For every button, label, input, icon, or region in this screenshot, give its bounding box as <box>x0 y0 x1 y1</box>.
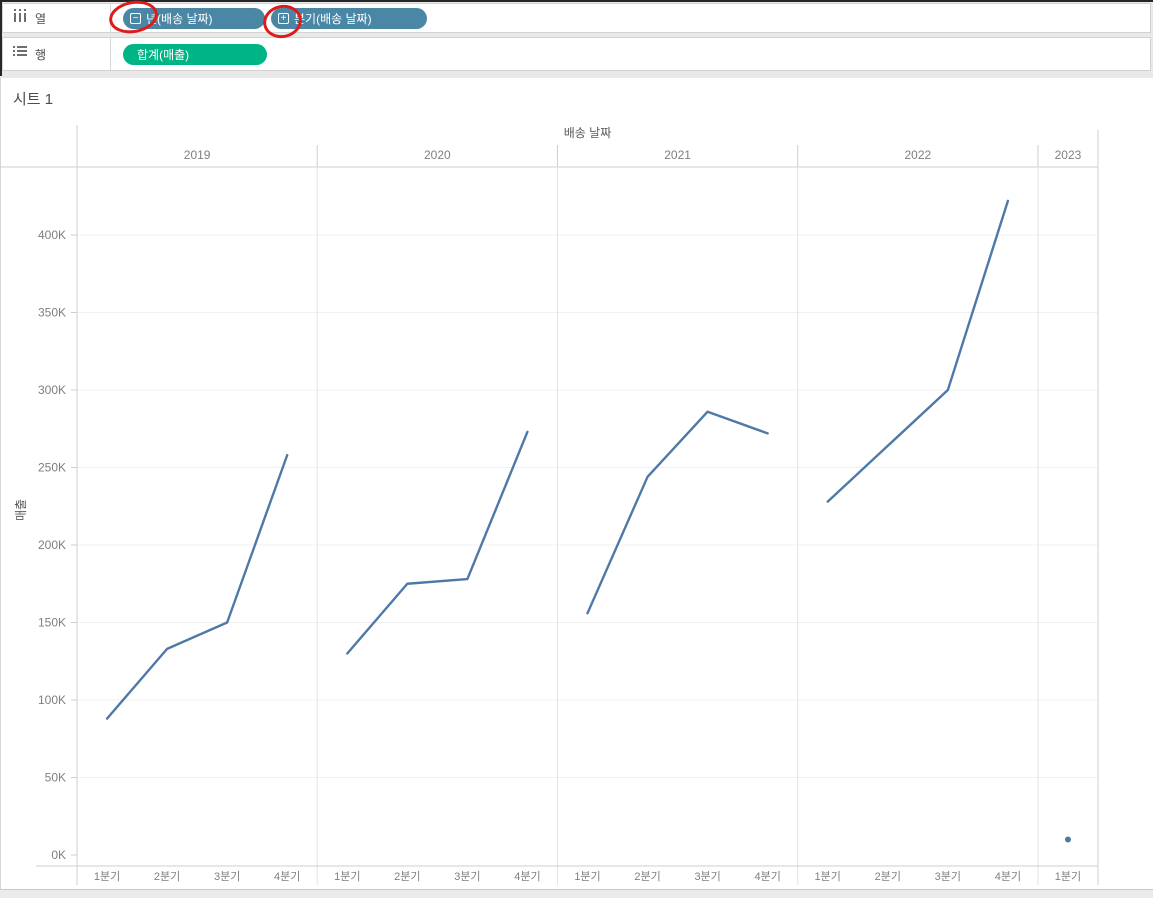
rows-pill-zone: 합계(매출) <box>111 43 267 65</box>
svg-text:150K: 150K <box>38 616 66 630</box>
svg-text:3분기: 3분기 <box>694 870 720 883</box>
svg-text:1분기: 1분기 <box>334 870 360 883</box>
svg-text:50K: 50K <box>45 771 66 785</box>
pill-quarter-ship-date[interactable]: + 분기(배송 날짜) <box>271 7 427 29</box>
pill-quarter-label: 분기(배송 날짜) <box>294 11 372 26</box>
svg-text:400K: 400K <box>38 228 66 242</box>
columns-shelf-label-cell: 열 <box>3 4 111 32</box>
svg-text:2분기: 2분기 <box>634 870 660 883</box>
svg-text:2020: 2020 <box>424 148 451 162</box>
rows-shelf-label: 행 <box>35 47 47 62</box>
expand-plus-icon[interactable]: + <box>278 12 289 24</box>
svg-text:2분기: 2분기 <box>154 870 180 883</box>
svg-text:3분기: 3분기 <box>935 870 961 883</box>
window-left-edge <box>0 0 2 76</box>
collapse-minus-icon[interactable]: − <box>130 12 141 24</box>
columns-icon <box>13 9 27 27</box>
window-top-edge <box>0 0 1153 2</box>
sheet-title: 시트 1 <box>13 91 54 108</box>
pill-sum-sales[interactable]: 합계(매출) <box>123 43 267 65</box>
pill-year-label: 년(배송 날짜) <box>146 11 213 26</box>
svg-text:2분기: 2분기 <box>875 870 901 883</box>
rows-shelf: 행 합계(매출) <box>2 37 1151 71</box>
svg-text:2023: 2023 <box>1055 148 1082 162</box>
svg-text:2019: 2019 <box>184 148 211 162</box>
svg-text:4분기: 4분기 <box>995 870 1021 883</box>
worksheet-area <box>0 78 1153 889</box>
svg-text:4분기: 4분기 <box>754 870 780 883</box>
columns-shelf: 열 − 년(배송 날짜) + 분기(배송 날짜) <box>2 3 1151 33</box>
svg-text:배송 날짜: 배송 날짜 <box>564 126 612 140</box>
svg-text:200K: 200K <box>38 538 66 552</box>
svg-text:300K: 300K <box>38 383 66 397</box>
rows-icon <box>13 45 27 63</box>
svg-text:250K: 250K <box>38 461 66 475</box>
svg-text:100K: 100K <box>38 693 66 707</box>
svg-text:4분기: 4분기 <box>514 870 540 883</box>
svg-text:2021: 2021 <box>664 148 691 162</box>
svg-text:1분기: 1분기 <box>574 870 600 883</box>
svg-text:3분기: 3분기 <box>214 870 240 883</box>
rows-shelf-label-cell: 행 <box>3 38 111 70</box>
pill-sum-sales-label: 합계(매출) <box>137 47 190 62</box>
columns-pill-zone: − 년(배송 날짜) + 분기(배송 날짜) <box>111 7 427 29</box>
svg-text:2022: 2022 <box>904 148 931 162</box>
svg-text:1분기: 1분기 <box>815 870 841 883</box>
svg-text:3분기: 3분기 <box>454 870 480 883</box>
svg-text:2분기: 2분기 <box>394 870 420 883</box>
svg-text:350K: 350K <box>38 306 66 320</box>
columns-shelf-label: 열 <box>35 11 47 26</box>
svg-text:0K: 0K <box>51 848 66 862</box>
bottom-scrollbar-strip[interactable] <box>0 889 1153 898</box>
svg-text:1분기: 1분기 <box>94 870 120 883</box>
svg-text:4분기: 4분기 <box>274 870 300 883</box>
pill-year-ship-date[interactable]: − 년(배송 날짜) <box>123 7 265 29</box>
svg-text:매출: 매출 <box>14 499 28 521</box>
svg-text:1분기: 1분기 <box>1055 870 1081 883</box>
